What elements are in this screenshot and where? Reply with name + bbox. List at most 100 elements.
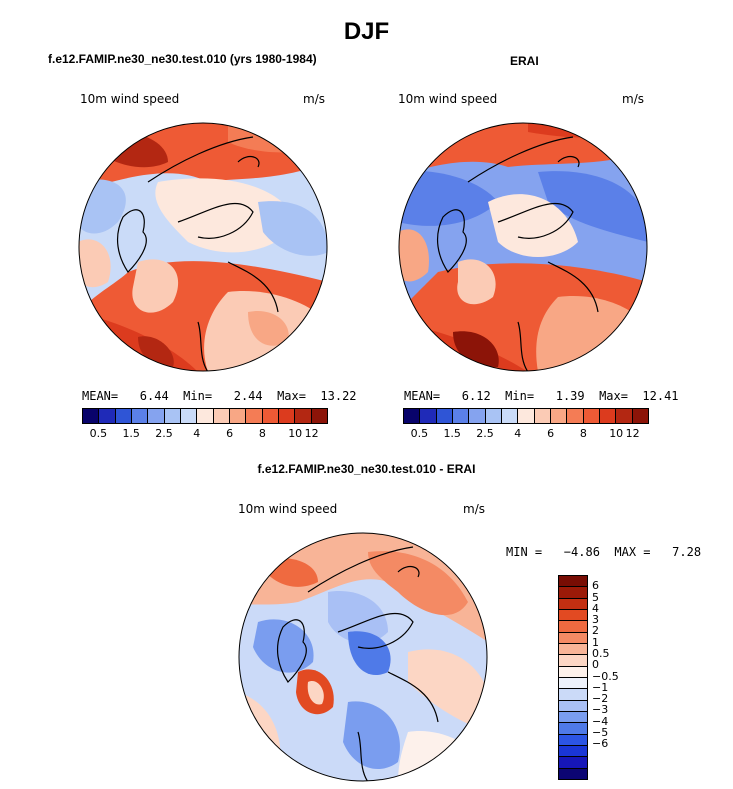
colorbar-tick-label: 1.5: [122, 427, 140, 440]
colorbar-swatch: [559, 722, 587, 734]
colorbar-swatch: [245, 409, 262, 423]
colorbar-tick-label: −4: [592, 714, 609, 728]
obs-colorbar: 0.5 1.5 2.5 4 6 8 10 12: [403, 408, 649, 440]
colorbar-swatch: [559, 767, 587, 779]
diff-variable-label: 10m wind speed: [238, 502, 338, 516]
colorbar-tick-label: −2: [592, 692, 609, 706]
colorbar-tick-label: 4: [592, 601, 599, 615]
colorbar-tick-label: 12: [304, 427, 319, 440]
map-boundary: [238, 532, 488, 782]
obs-units-label: m/s: [622, 92, 644, 106]
colorbar-swatch: [559, 756, 587, 768]
colorbar-swatch: [114, 409, 131, 423]
colorbar-tick-label: 4: [514, 427, 522, 440]
colorbar-swatch: [277, 409, 295, 423]
colorbar-tick-label: 12: [625, 427, 640, 440]
obs-heading: ERAI: [510, 54, 539, 68]
colorbar-tick-label: 2.5: [476, 427, 494, 440]
colorbar-tick-label: 0: [592, 658, 599, 672]
colorbar-swatch: [631, 409, 648, 423]
colorbar-tick-label: 1.5: [443, 427, 461, 440]
colorbar-tick-label: 10: [288, 427, 303, 440]
colorbar-swatch: [559, 654, 587, 666]
model-colorbar: 0.5 1.5 2.5 4 6 8 10 12: [82, 408, 328, 440]
colorbar-tick-label: −0.5: [592, 669, 619, 683]
model-variable-label: 10m wind speed: [80, 92, 180, 106]
colorbar-tick-label: 2.5: [155, 427, 173, 440]
map-boundary: [398, 122, 648, 372]
obs-stats: MEAN= 6.12 Min= 1.39 Max= 12.41: [404, 389, 679, 403]
colorbar-tick-label: 8: [258, 427, 266, 440]
colorbar-swatch: [435, 409, 452, 423]
colorbar-swatch: [559, 676, 587, 689]
colorbar-tick-label: 6: [226, 427, 234, 440]
colorbar-swatch: [212, 409, 229, 423]
colorbar-swatch: [559, 699, 587, 711]
colorbar-tick-label: −5: [592, 725, 609, 739]
colorbar-tick-label: −3: [592, 703, 609, 717]
obs-variable-label: 10m wind speed: [398, 92, 498, 106]
colorbar-swatch: [559, 597, 587, 609]
page-title: DJF: [343, 18, 390, 45]
colorbar-swatch: [559, 642, 587, 655]
colorbar-tick-label: −6: [592, 737, 609, 751]
obs-polar-map: [398, 122, 648, 372]
colorbar-swatch: [500, 409, 518, 423]
colorbar-swatch: [549, 409, 567, 423]
colorbar-swatch: [228, 409, 246, 423]
colorbar-swatch: [310, 409, 327, 423]
model-units-label: m/s: [303, 92, 325, 106]
colorbar-swatch: [517, 409, 534, 423]
colorbar-swatch: [559, 665, 587, 677]
colorbar-swatch: [559, 586, 587, 598]
colorbar-swatch: [559, 608, 587, 621]
colorbar-swatch: [451, 409, 469, 423]
colorbar-swatch: [533, 409, 550, 423]
diff-polar-map: [238, 532, 488, 782]
colorbar-swatch: [179, 409, 197, 423]
diff-colorbar: 6 5 4 3 2 1 0.5 0 −0.5 −1 −2 −3 −4 −5 −6: [558, 575, 628, 780]
colorbar-tick-label: 5: [592, 590, 599, 604]
colorbar-swatch: [98, 409, 115, 423]
colorbar-swatch: [559, 733, 587, 745]
colorbar-swatch: [147, 409, 164, 423]
colorbar-tick-label: 6: [547, 427, 555, 440]
colorbar-swatch: [294, 409, 311, 423]
colorbar-swatch: [419, 409, 436, 423]
colorbar-swatch: [559, 744, 587, 757]
model-heading: f.e12.FAMIP.ne30_ne30.test.010 (yrs 1980…: [48, 52, 317, 66]
colorbar-swatch: [559, 631, 587, 643]
colorbar-tick-label: 0.5: [89, 427, 108, 440]
colorbar-swatch: [582, 409, 599, 423]
colorbar-swatch: [196, 409, 213, 423]
map-boundary: [78, 122, 328, 372]
colorbar-swatch: [559, 620, 587, 632]
model-stats: MEAN= 6.44 Min= 2.44 Max= 13.22: [82, 389, 357, 403]
colorbar-swatch: [261, 409, 278, 423]
colorbar-swatch: [163, 409, 180, 423]
model-polar-map: [78, 122, 328, 372]
colorbar-tick-label: 1: [592, 635, 599, 649]
colorbar-swatch: [484, 409, 501, 423]
colorbar-swatch: [598, 409, 616, 423]
colorbar-tick-label: 10: [609, 427, 624, 440]
colorbar-swatch: [559, 576, 587, 587]
colorbar-tick-label: 4: [193, 427, 201, 440]
colorbar-swatch: [130, 409, 148, 423]
diff-units-label: m/s: [463, 502, 485, 516]
colorbar-tick-label: 0.5: [410, 427, 429, 440]
colorbar-tick-label: −1: [592, 680, 609, 694]
colorbar-swatch: [468, 409, 485, 423]
diff-stats: MIN = −4.86 MAX = 7.28: [506, 545, 702, 559]
colorbar-tick-label: 6: [592, 579, 599, 593]
diff-heading: f.e12.FAMIP.ne30_ne30.test.010 - ERAI: [257, 462, 476, 476]
colorbar-swatch: [615, 409, 632, 423]
colorbar-swatch: [83, 409, 99, 423]
colorbar-swatch: [566, 409, 583, 423]
colorbar-tick-label: 2: [592, 624, 599, 638]
colorbar-tick-label: 0.5: [592, 646, 610, 660]
colorbar-swatch: [404, 409, 420, 423]
colorbar-swatch: [559, 710, 587, 723]
colorbar-tick-label: 3: [592, 613, 599, 627]
colorbar-swatch: [559, 688, 587, 700]
